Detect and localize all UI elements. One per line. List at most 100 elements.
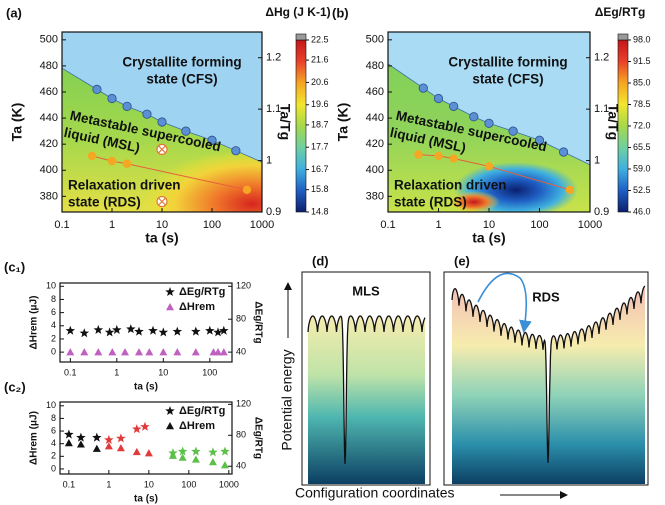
legend-marker	[166, 303, 174, 310]
data-point	[419, 84, 427, 92]
data-point	[123, 102, 131, 110]
y-tick-label: 440	[40, 112, 58, 124]
colorbar-cap	[296, 34, 306, 40]
y-tick-label: 6	[51, 425, 56, 435]
data-point	[80, 348, 88, 355]
colorbar-tick-label: 17.7	[311, 142, 329, 152]
y2-tick-label: 40	[236, 347, 246, 357]
x-tick-label: 1000	[250, 219, 274, 231]
y-tick-label: 420	[366, 138, 384, 150]
data-point	[148, 326, 158, 335]
y2-tick-label: 80	[236, 314, 246, 324]
data-point	[108, 94, 116, 102]
data-point	[157, 197, 167, 207]
legend-label: ΔHrem	[179, 420, 215, 432]
y-tick-label: 2	[51, 451, 56, 461]
data-point	[209, 458, 217, 465]
y-tick-label: 0	[51, 347, 56, 357]
y-tick-label: 380	[366, 190, 384, 202]
data-point	[108, 157, 116, 165]
panel-label: (d)	[312, 253, 329, 268]
data-point	[126, 324, 136, 333]
data-point	[559, 148, 567, 156]
y-tick-label: 420	[40, 138, 58, 150]
y2-axis-label: ΔEg/RTg	[252, 301, 263, 343]
data-point	[159, 327, 169, 336]
data-point	[179, 454, 187, 461]
y2-tick-label: 80	[236, 430, 246, 440]
data-point	[192, 455, 200, 462]
data-point	[191, 447, 201, 456]
data-point	[191, 327, 201, 336]
data-point	[143, 110, 151, 118]
data-point	[434, 94, 442, 102]
colorbar-title: ΔEg/RTg	[595, 5, 646, 19]
data-point	[133, 448, 141, 455]
annotation: Crystallite forming	[122, 55, 241, 70]
colorbar-tick-label: 46.0	[633, 206, 651, 216]
x-tick-label: 0.1	[64, 367, 77, 377]
y-tick-label: 10	[46, 400, 56, 410]
legend-marker	[165, 287, 175, 296]
data-point	[94, 348, 102, 355]
colorbar	[296, 40, 306, 212]
x-tick-label: 0.1	[54, 219, 69, 231]
data-point	[232, 146, 240, 154]
x-tick-label: 100	[181, 479, 196, 489]
x-axis-label: ta (s)	[145, 230, 178, 246]
data-point	[243, 186, 251, 194]
y-axis-label: Ta (K)	[335, 103, 351, 142]
data-point	[116, 433, 126, 442]
x-axis-label: ta (s)	[472, 230, 505, 246]
y2-tick-label: 1	[266, 154, 272, 166]
data-point	[221, 461, 229, 468]
data-point	[414, 150, 422, 158]
y-axis-label: ΔHrem (μJ)	[29, 411, 40, 465]
legend-marker	[165, 406, 175, 415]
annotation: Crystallite forming	[448, 55, 567, 70]
data-point	[65, 439, 73, 446]
y-tick-label: 500	[40, 34, 58, 46]
data-point	[80, 328, 90, 337]
data-point	[157, 144, 167, 154]
annotation: Relaxation driven	[68, 178, 181, 193]
x-tick-label: 1000	[578, 219, 602, 231]
data-point	[117, 444, 125, 451]
legend-label: ΔEg/RTg	[179, 405, 225, 417]
data-point	[121, 348, 129, 355]
energy-fill	[308, 316, 425, 484]
y-tick-label: 480	[366, 60, 384, 72]
x-axis-label: Configuration coordinates	[295, 485, 455, 501]
x-tick-label: 0.1	[380, 219, 395, 231]
panel-label: (b)	[332, 5, 349, 20]
colorbar-tick-label: 15.8	[311, 184, 329, 194]
colorbar-title: ΔHg (J K-1)	[265, 5, 330, 19]
y-tick-label: 6	[51, 307, 56, 317]
colorbar-tick-label: 18.7	[311, 119, 329, 129]
y-tick-label: 500	[366, 34, 384, 46]
panel-title: MLS	[352, 283, 380, 298]
y-tick-label: 400	[40, 164, 58, 176]
annotation: state (RDS)	[394, 195, 467, 210]
y2-tick-label: 120	[236, 281, 251, 291]
data-point	[140, 422, 150, 431]
y2-tick-label: 1	[594, 154, 600, 166]
x-axis-label: ta (s)	[134, 494, 158, 505]
data-point	[158, 118, 166, 126]
colorbar-tick-label: 21.6	[311, 54, 329, 64]
x-tick-label: 100	[530, 219, 548, 231]
data-point	[145, 348, 153, 355]
colorbar-cap	[618, 34, 628, 40]
panel-label: (a)	[6, 5, 22, 20]
colorbar-tick-label: 72.0	[633, 120, 651, 130]
y-tick-label: 460	[366, 86, 384, 98]
colorbar-tick-label: 16.7	[311, 164, 329, 174]
y-tick-label: 0	[51, 463, 56, 473]
data-point	[76, 433, 86, 442]
data-point	[64, 430, 74, 439]
colorbar-tick-label: 19.6	[311, 99, 329, 109]
data-point	[450, 102, 458, 110]
data-point	[220, 348, 228, 355]
x-tick-label: 100	[202, 367, 217, 377]
panel-label: (c₂)	[4, 379, 26, 394]
